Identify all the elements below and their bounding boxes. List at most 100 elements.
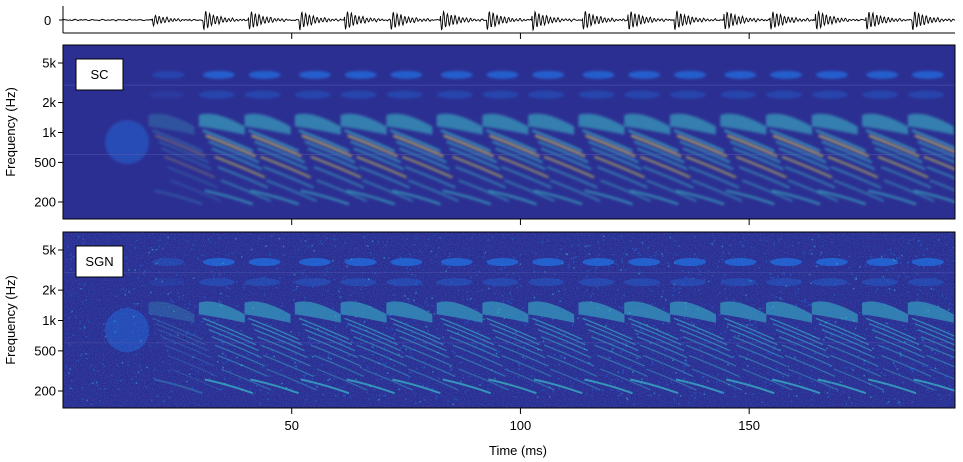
sc-harmonic	[585, 134, 636, 158]
sc-harmonic	[833, 179, 885, 202]
sc-spectrogram	[105, 70, 955, 206]
sc-harmonic	[824, 147, 876, 170]
sc-burst-high	[866, 70, 899, 79]
sgn-label: SGN	[85, 254, 113, 269]
sc-harmonic	[679, 140, 731, 164]
sc-harmonic	[251, 134, 302, 158]
sc-burst-mid	[386, 90, 423, 99]
sc-ytick-label: 5k	[42, 56, 56, 71]
sc-low-band	[442, 189, 492, 206]
sgn-noise	[63, 232, 955, 408]
sc-formant	[148, 113, 195, 135]
sc-burst-high	[815, 70, 848, 79]
sc-formant	[907, 113, 954, 135]
sc-harmonic	[486, 129, 537, 152]
sc-harmonic	[217, 166, 269, 189]
sc-harmonic	[458, 179, 510, 202]
sc-harmonic	[307, 147, 359, 170]
sc-harmonic	[926, 166, 955, 180]
sc-harmonic	[440, 129, 492, 152]
sc-burst-mid	[907, 90, 944, 99]
sc-low-band	[300, 189, 350, 206]
sc-formant	[766, 113, 813, 135]
sc-burst-high	[344, 70, 377, 79]
sc-harmonic	[161, 147, 212, 170]
sc-harmonic	[877, 155, 929, 179]
sc-harmonic	[723, 129, 775, 152]
sc-harmonic	[263, 166, 314, 189]
sc-harmonic	[917, 140, 955, 158]
sc-burst-mid	[578, 90, 615, 99]
sc-burst-high	[582, 70, 615, 79]
sc-burst-high	[486, 70, 519, 79]
sc-harmonic	[257, 147, 308, 170]
sc-harmonic	[636, 147, 688, 170]
sc-low-band	[771, 189, 821, 206]
sc-harmonic	[546, 166, 598, 189]
sc-harmonic	[735, 155, 787, 179]
sc-harmonic	[597, 166, 648, 189]
sc-harmonic	[726, 134, 778, 158]
sc-harmonic	[691, 179, 743, 202]
sc-harmonic	[399, 147, 450, 170]
sgn-yticks: 5k 2k 1k 500 200	[34, 243, 63, 399]
sc-burst-mid	[482, 90, 519, 99]
sc-formant	[862, 113, 909, 135]
sc-harmonic	[732, 147, 784, 170]
sc-harmonic	[534, 134, 586, 158]
sgn-panel: SGN 5k 2k 1k 500 200 50 100 150 Frequency (Hz)…	[3, 231, 956, 458]
sc-harmonic	[504, 179, 555, 202]
sc-harmonic	[923, 155, 955, 171]
sc-harmonic	[248, 129, 299, 152]
sc-harmonic	[396, 140, 447, 164]
sc-formant	[436, 113, 483, 135]
sc-burst-high	[673, 70, 706, 79]
sc-formant	[669, 113, 716, 135]
sc-low-band	[204, 189, 254, 206]
sc-harmonic	[781, 155, 833, 179]
waveform-ytick-label: 0	[44, 13, 51, 28]
sc-harmonic	[775, 140, 827, 164]
sc-burst-high	[152, 70, 185, 79]
sc-harmonic	[501, 166, 552, 189]
waveform-xticks	[291, 33, 750, 39]
sc-burst-high	[298, 70, 331, 79]
sc-harmonic	[682, 147, 734, 170]
sc-harmonic	[676, 134, 728, 158]
sc-harmonic	[347, 134, 398, 158]
sc-harmonic	[920, 147, 955, 164]
sc-harmonic	[645, 179, 697, 202]
sc-burst-mid	[528, 90, 565, 99]
sc-harmonic	[310, 155, 362, 179]
sc-harmonic	[313, 166, 365, 189]
sgn-ytick-label: 200	[34, 384, 56, 399]
sc-harmonic	[772, 134, 824, 158]
sc-harmonic	[582, 129, 633, 152]
sc-harmonic	[642, 166, 694, 189]
sgn-ytick-label: 1k	[42, 313, 56, 328]
sc-harmonic	[769, 129, 821, 152]
sc-gridlines	[63, 84, 955, 155]
sc-burst-mid	[198, 90, 235, 99]
sc-low-band	[154, 189, 203, 206]
sc-harmonic	[498, 155, 549, 179]
sc-harmonic	[871, 140, 923, 164]
sc-harmonic	[298, 129, 350, 152]
sc-low-band	[250, 189, 299, 206]
sc-harmonic	[630, 134, 682, 158]
sc-formant	[578, 113, 625, 135]
sc-harmonic	[350, 140, 401, 164]
sc-formant	[811, 113, 858, 135]
sc-burst-mid	[766, 90, 803, 99]
sc-low-band	[630, 189, 679, 206]
sc-harmonic	[818, 134, 870, 158]
sc-harmonic	[588, 140, 639, 164]
sc-harmonic	[914, 134, 955, 153]
sc-harmonic	[452, 155, 504, 179]
sc-harmonic	[874, 147, 926, 170]
sc-formant	[294, 113, 341, 135]
sc-ytick-label: 200	[34, 195, 56, 210]
sc-harmonic	[827, 155, 879, 179]
sc-harmonic	[492, 140, 543, 164]
sc-harmonic	[778, 147, 830, 170]
